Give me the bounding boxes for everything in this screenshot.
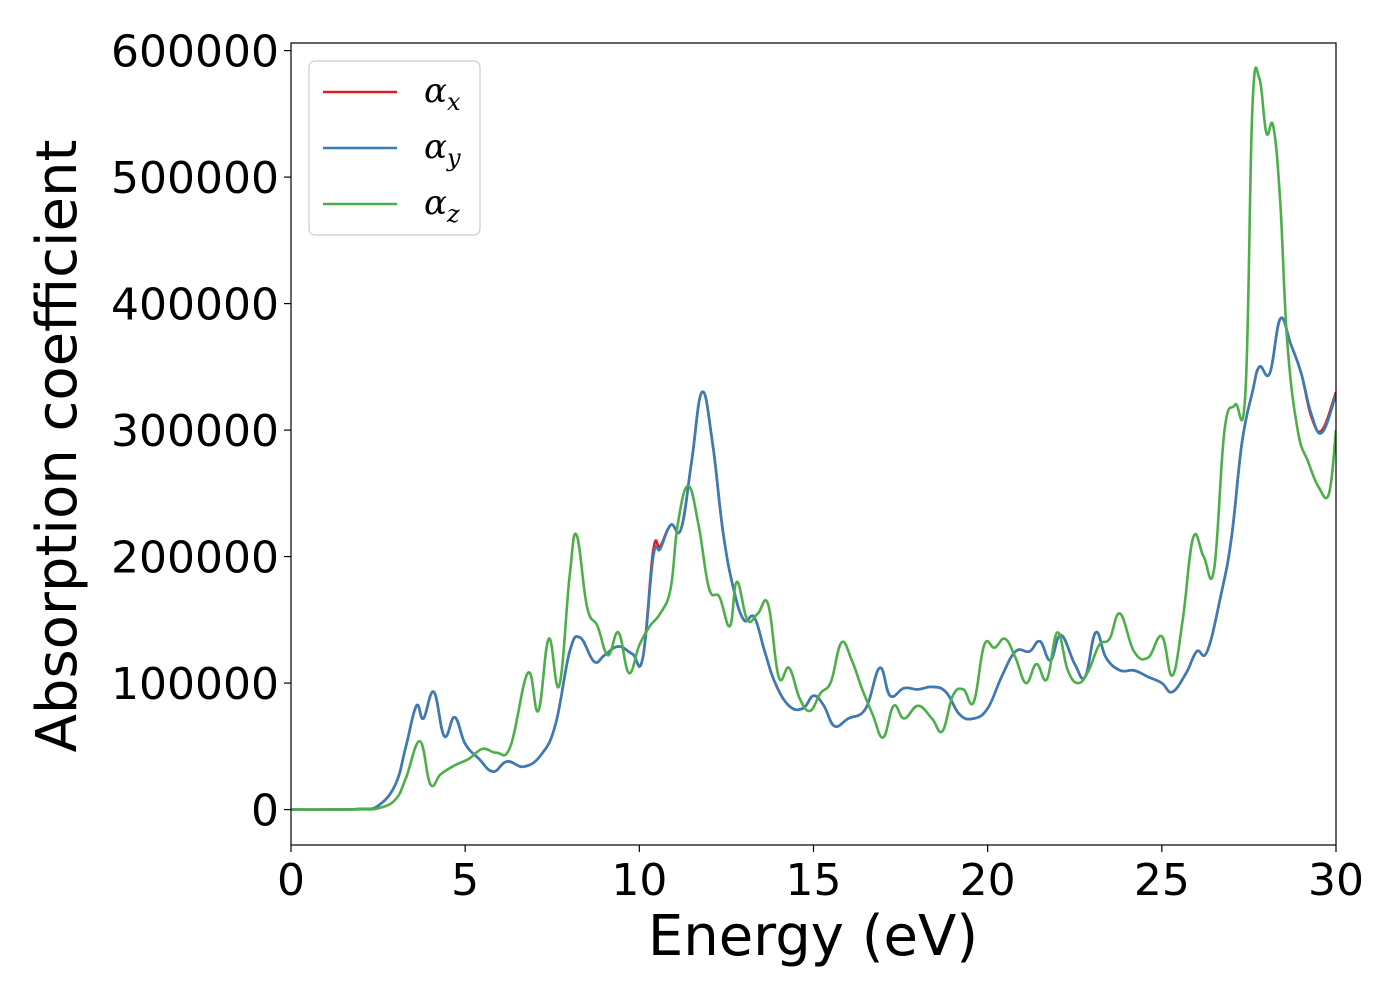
series-layer <box>291 66 1336 811</box>
x-tick-label: 20 <box>960 855 1016 906</box>
y-tick-label: 400000 <box>111 280 279 331</box>
legend-label-x: αx <box>424 71 461 116</box>
y-tick-label: 0 <box>251 786 279 837</box>
legend-label-z: αz <box>424 183 460 228</box>
legend-subscript: z <box>446 200 460 228</box>
x-tick-label: 10 <box>611 855 667 906</box>
y-axis-label: Absorption coefficient <box>25 140 90 753</box>
x-tick-label: 15 <box>786 855 842 906</box>
legend-symbol: α <box>424 127 447 167</box>
legend-subscript: y <box>446 144 461 172</box>
y-tick-label: 200000 <box>111 533 279 584</box>
x-tick-label: 0 <box>277 855 305 906</box>
x-tick-layer: 0 5 10 15 20 25 30 <box>277 845 1364 906</box>
legend-symbol: α <box>424 71 447 111</box>
series-line-alpha-z <box>291 66 1336 811</box>
legend-label-y: αy <box>424 127 461 172</box>
y-tick-label: 500000 <box>111 153 279 204</box>
series-line-alpha-y <box>291 316 1336 811</box>
x-axis-label: Energy (eV) <box>648 904 978 969</box>
x-tick-label: 5 <box>451 855 479 906</box>
y-tick-layer: 0 100000 200000 300000 400000 500000 600000 <box>111 27 291 837</box>
x-tick-label: 25 <box>1134 855 1190 906</box>
y-tick-label: 100000 <box>111 659 279 710</box>
legend-symbol: α <box>424 183 447 223</box>
legend-subscript: x <box>447 88 461 116</box>
x-tick-label: 30 <box>1308 855 1364 906</box>
y-tick-label: 600000 <box>111 27 279 78</box>
y-tick-label: 300000 <box>111 406 279 457</box>
